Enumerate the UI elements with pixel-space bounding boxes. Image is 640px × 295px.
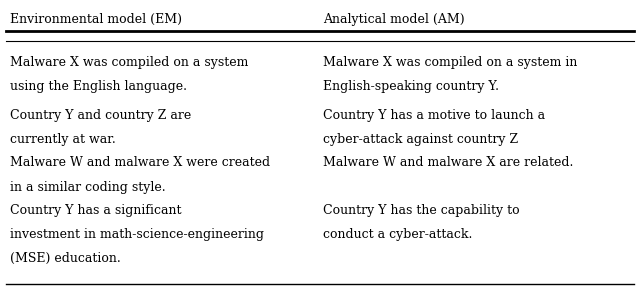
Text: Analytical model (AM): Analytical model (AM) xyxy=(323,13,465,26)
Text: in a similar coding style.: in a similar coding style. xyxy=(10,181,165,194)
Text: investment in math-science-engineering: investment in math-science-engineering xyxy=(10,228,264,241)
Text: Environmental model (EM): Environmental model (EM) xyxy=(10,13,182,26)
Text: Country Y has a motive to launch a: Country Y has a motive to launch a xyxy=(323,109,545,122)
Text: Country Y has a significant: Country Y has a significant xyxy=(10,204,181,217)
Text: Malware X was compiled on a system: Malware X was compiled on a system xyxy=(10,56,248,69)
Text: Malware W and malware X are related.: Malware W and malware X are related. xyxy=(323,156,573,169)
Text: English-speaking country Y.: English-speaking country Y. xyxy=(323,80,499,93)
Text: (MSE) education.: (MSE) education. xyxy=(10,252,120,265)
Text: Country Y and country Z are: Country Y and country Z are xyxy=(10,109,191,122)
Text: Country Y has the capability to: Country Y has the capability to xyxy=(323,204,520,217)
Text: currently at war.: currently at war. xyxy=(10,133,115,146)
Text: Malware X was compiled on a system in: Malware X was compiled on a system in xyxy=(323,56,577,69)
Text: cyber-attack against country Z: cyber-attack against country Z xyxy=(323,133,518,146)
Text: using the English language.: using the English language. xyxy=(10,80,187,93)
Text: conduct a cyber-attack.: conduct a cyber-attack. xyxy=(323,228,472,241)
Text: Malware W and malware X were created: Malware W and malware X were created xyxy=(10,156,269,169)
